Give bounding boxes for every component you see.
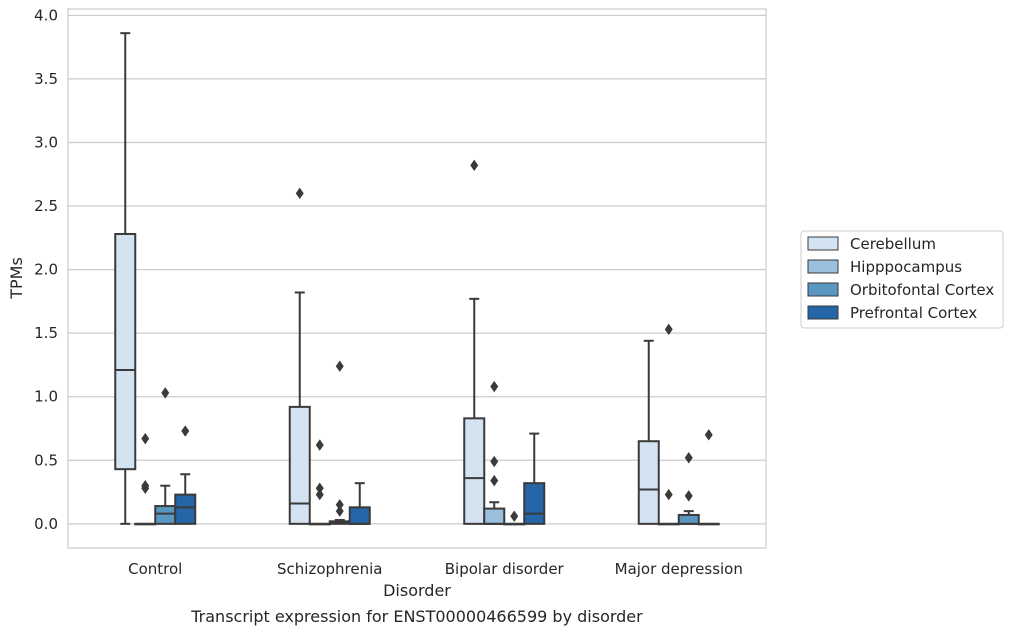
y-axis-label: TPMs xyxy=(7,257,26,300)
box-prefrontal-cortex xyxy=(697,429,720,526)
y-tick-label: 2.5 xyxy=(34,197,58,215)
box-cerebellum xyxy=(637,339,660,525)
x-tick-label: Bipolar disorder xyxy=(445,560,565,578)
outlier-point xyxy=(490,455,499,468)
plot-area-frame xyxy=(67,8,767,549)
box-cerebellum xyxy=(288,187,311,525)
y-axis-ticks: 0.0 0.5 1.0 1.5 2.0 2.5 3.0 3.5 4.0 xyxy=(34,6,58,532)
box-prefrontal-cortex xyxy=(523,432,546,525)
outlier-point xyxy=(315,439,324,451)
outlier-point xyxy=(161,387,170,399)
legend-frame xyxy=(800,230,1004,329)
y-tick-label: 0.0 xyxy=(34,515,58,533)
iqr-box xyxy=(483,507,506,525)
x-tick-label: Schizophrenia xyxy=(277,560,382,578)
outlier-point xyxy=(664,488,673,501)
outlier-point xyxy=(295,187,304,200)
box-orbitofontal-cortex xyxy=(154,387,177,525)
outlier-point xyxy=(490,474,499,487)
legend-label: Prefrontal Cortex xyxy=(850,304,977,322)
outlier-point xyxy=(684,490,693,502)
x-tick-label: Control xyxy=(128,560,182,578)
y-tick-label: 1.5 xyxy=(34,324,58,342)
legend-swatch xyxy=(807,305,839,320)
legend-label: Cerebellum xyxy=(850,235,936,253)
outlier-point xyxy=(181,425,190,437)
outlier-point xyxy=(684,452,693,464)
outlier-point xyxy=(664,323,673,336)
box-prefrontal-cortex xyxy=(174,425,197,525)
outlier-point xyxy=(510,510,519,522)
y-tick-label: 3.0 xyxy=(34,133,58,151)
x-axis-label: Disorder xyxy=(383,581,451,600)
box-orbitofontal-cortex xyxy=(328,360,351,525)
chart-caption: Transcript expression for ENST0000046659… xyxy=(190,607,643,626)
box-cerebellum xyxy=(114,32,137,525)
x-axis-ticks: Control Schizophrenia Bipolar disorder Majo… xyxy=(128,560,743,578)
outlier-point xyxy=(704,429,713,441)
y-tick-label: 4.0 xyxy=(34,6,58,24)
y-tick-label: 2.0 xyxy=(34,261,58,279)
iqr-box xyxy=(154,505,177,525)
x-tick-label: Major depression xyxy=(615,560,743,578)
outlier-point xyxy=(335,505,344,517)
gridlines xyxy=(68,14,766,525)
box-orbitofontal-cortex xyxy=(503,510,526,526)
box-groups xyxy=(114,32,720,526)
iqr-box xyxy=(463,417,486,525)
box-hipppocampus xyxy=(483,380,506,525)
outlier-point xyxy=(315,488,324,501)
outlier-point xyxy=(335,360,344,372)
outlier-point xyxy=(141,482,150,494)
iqr-box xyxy=(288,405,311,525)
y-tick-label: 0.5 xyxy=(34,451,58,469)
box-hipppocampus xyxy=(134,432,157,526)
outlier-point xyxy=(470,159,479,172)
legend-swatch xyxy=(807,282,839,297)
legend-label: Orbitofontal Cortex xyxy=(850,281,994,299)
iqr-box xyxy=(114,233,137,471)
box-hipppocampus xyxy=(657,323,680,526)
iqr-box xyxy=(174,493,197,525)
iqr-box xyxy=(348,506,371,525)
legend-swatch xyxy=(807,259,839,274)
legend-label: Hipppocampus xyxy=(850,258,962,276)
box-cerebellum xyxy=(463,159,486,525)
y-tick-label: 3.5 xyxy=(34,70,58,88)
y-tick-label: 1.0 xyxy=(34,388,58,406)
iqr-box xyxy=(677,513,700,525)
box-hipppocampus xyxy=(308,439,331,526)
box-orbitofontal-cortex xyxy=(677,452,700,525)
outlier-point xyxy=(490,380,499,393)
outlier-point xyxy=(141,432,150,445)
legend-swatch xyxy=(807,236,839,251)
legend: Cerebellum Hipppocampus Orbitofontal Corte… xyxy=(800,230,1004,329)
iqr-box xyxy=(637,440,660,525)
iqr-box xyxy=(523,482,546,525)
box-prefrontal-cortex xyxy=(348,482,371,525)
